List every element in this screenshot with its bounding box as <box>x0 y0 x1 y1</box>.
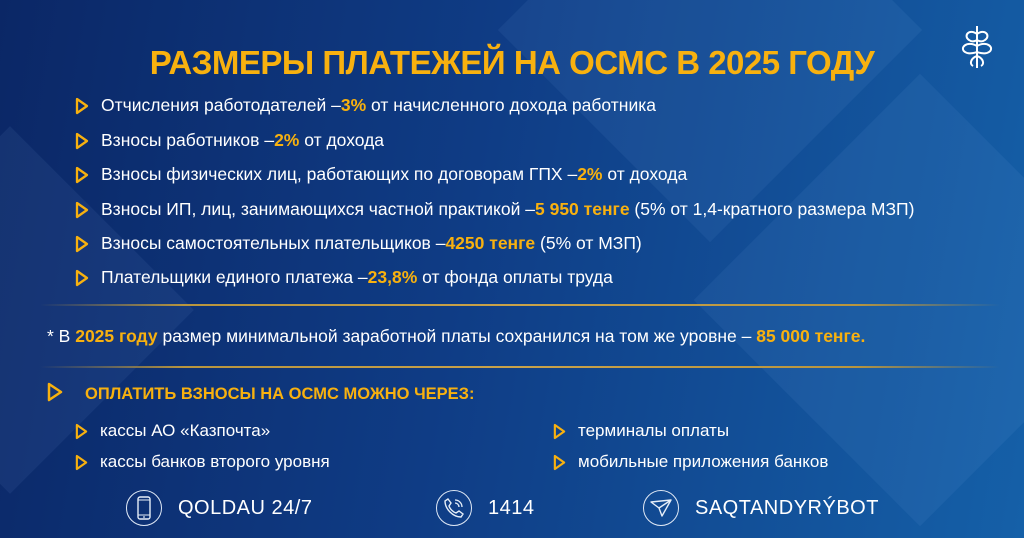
contact-label: QOLDAU 24/7 <box>178 496 313 519</box>
item-highlight: 23,8% <box>367 267 418 287</box>
contribution-item: Плательщики единого платежа – 23,8% от ф… <box>75 267 613 288</box>
contribution-item: Взносы физических лиц, работающих по дог… <box>75 164 687 185</box>
payment-option-text: кассы АО «Казпочта» <box>100 421 271 440</box>
contribution-item: Взносы ИП, лиц, занимающихся частной пра… <box>75 199 914 220</box>
divider <box>40 304 1000 306</box>
note-text: размер минимальной заработной платы сохр… <box>157 326 757 346</box>
minimum-wage-note: * В 2025 году размер минимальной заработ… <box>47 326 865 347</box>
triangle-bullet-icon <box>75 132 89 150</box>
contact-label: SAQTANDYRÝBOT <box>695 496 879 519</box>
item-text: от дохода <box>299 130 385 150</box>
item-text: Отчисления работодателей – <box>101 95 341 115</box>
contribution-item: Взносы самостоятельных плательщиков – 42… <box>75 233 642 254</box>
payment-heading: ОПЛАТИТЬ ВЗНОСЫ НА ОСМС МОЖНО ЧЕРЕЗ: <box>47 382 475 407</box>
contact-0[interactable]: QOLDAU 24/7 <box>126 490 312 526</box>
note-highlight: 85 000 тенге. <box>756 326 866 346</box>
item-highlight: 5 950 тенге <box>535 199 630 219</box>
triangle-bullet-icon <box>75 423 88 440</box>
triangle-bullet-icon <box>47 382 63 407</box>
item-text: (5% от 1,4-кратного размера МЗП) <box>629 199 915 219</box>
item-text: Взносы работников – <box>101 130 275 150</box>
item-highlight: 2% <box>274 130 300 150</box>
note-text: * В <box>47 326 76 346</box>
item-text: (5% от МЗП) <box>535 233 642 253</box>
triangle-bullet-icon <box>75 97 89 115</box>
contact-1[interactable]: 1414 <box>436 490 535 526</box>
smartphone-icon <box>126 490 162 526</box>
payment-heading-text: ОПЛАТИТЬ ВЗНОСЫ НА ОСМС МОЖНО ЧЕРЕЗ: <box>85 385 475 403</box>
contact-2[interactable]: SAQTANDYRÝBOT <box>643 490 879 526</box>
item-text: Взносы физических лиц, работающих по дог… <box>101 164 578 184</box>
phone-icon <box>436 490 472 526</box>
triangle-bullet-icon <box>75 269 89 287</box>
triangle-bullet-icon <box>75 454 88 471</box>
logo <box>955 24 999 75</box>
triangle-bullet-icon <box>75 201 89 219</box>
item-text: Плательщики единого платежа – <box>101 267 368 287</box>
payment-option-text: терминалы оплаты <box>578 421 730 440</box>
paper-plane-icon <box>643 490 679 526</box>
triangle-bullet-icon <box>553 454 566 471</box>
divider <box>40 366 1000 368</box>
triangle-bullet-icon <box>553 423 566 440</box>
item-text: от дохода <box>602 164 688 184</box>
payment-option: кассы АО «Казпочта» <box>75 421 270 441</box>
contribution-item: Взносы работников – 2% от дохода <box>75 130 384 151</box>
payment-option-text: мобильные приложения банков <box>578 452 829 471</box>
payment-option-text: кассы банков второго уровня <box>100 452 330 471</box>
item-text: от фонда оплаты труда <box>417 267 613 287</box>
payment-option: терминалы оплаты <box>553 421 729 441</box>
item-text: Взносы самостоятельных плательщиков – <box>101 233 446 253</box>
item-text: Взносы ИП, лиц, занимающихся частной пра… <box>101 199 535 219</box>
payment-option: мобильные приложения банков <box>553 452 828 472</box>
item-text: от начисленного дохода работника <box>366 95 657 115</box>
payment-option: кассы банков второго уровня <box>75 452 330 472</box>
triangle-bullet-icon <box>75 166 89 184</box>
item-highlight: 4250 тенге <box>445 233 536 253</box>
contact-label: 1414 <box>488 496 535 519</box>
note-highlight: 2025 году <box>75 326 158 346</box>
item-highlight: 2% <box>577 164 603 184</box>
contribution-item: Отчисления работодателей – 3% от начисле… <box>75 95 656 116</box>
triangle-bullet-icon <box>75 235 89 253</box>
item-highlight: 3% <box>340 95 367 115</box>
page-title: РАЗМЕРЫ ПЛАТЕЖЕЙ НА ОСМС В 2025 ГОДУ <box>149 44 875 81</box>
snowflake-ornament-logo-icon <box>961 26 993 68</box>
